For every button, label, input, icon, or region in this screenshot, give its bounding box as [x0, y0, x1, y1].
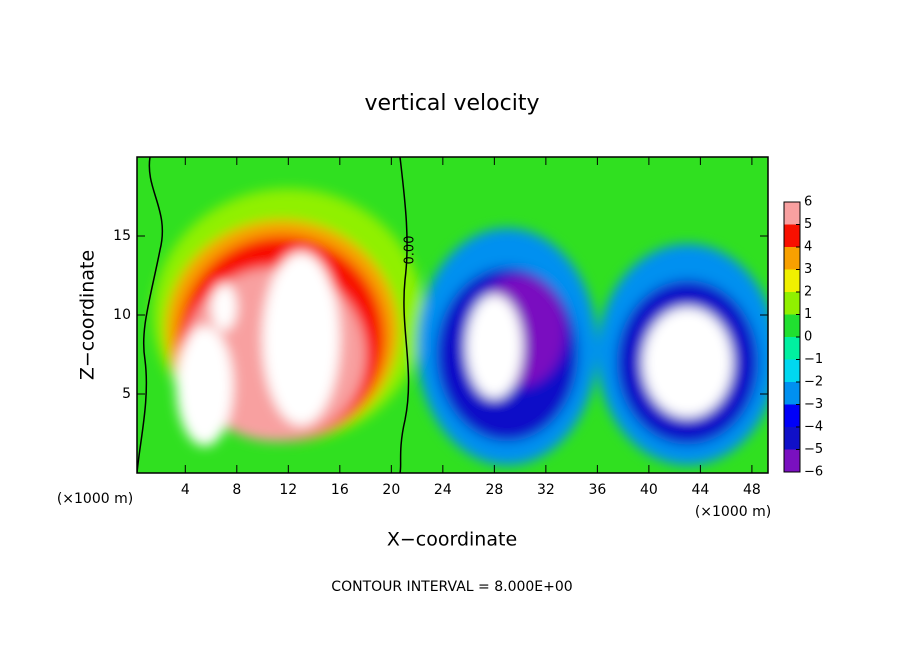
zero-contour	[399, 157, 410, 473]
field-region	[176, 326, 233, 447]
colorbar-tick-label: −1	[804, 352, 823, 367]
colorbar-tick-label: −2	[804, 375, 823, 390]
colorbar-tick-label: 1	[804, 307, 812, 322]
colorbar-tick-label: 6	[804, 195, 812, 210]
x-tick-label: 48	[743, 482, 761, 498]
x-tick-label: 44	[691, 482, 709, 498]
field-region	[211, 283, 237, 331]
colorbar-segment	[784, 292, 800, 315]
colorbar-tick-label: 2	[804, 285, 812, 300]
colorbar-tick-label: −3	[804, 397, 823, 412]
colorbar-tick-label: 4	[804, 240, 812, 255]
colorbar-segment	[784, 269, 800, 292]
x-tick-label: 20	[382, 482, 400, 498]
footer-note: CONTOUR INTERVAL = 8.000E+00	[331, 579, 572, 595]
colorbar-tick-label: 0	[804, 330, 812, 345]
colorbar-segment	[784, 337, 800, 360]
x-tick-label: 24	[434, 482, 452, 498]
contour-label: 0.00	[403, 236, 418, 265]
colorbar-segment	[784, 224, 800, 247]
field-region	[642, 307, 733, 418]
x-tick-label: 16	[331, 482, 349, 498]
x-unit-label: (×1000 m)	[57, 491, 133, 507]
x-tick-label: 40	[640, 482, 658, 498]
field	[137, 157, 768, 473]
chart-title: vertical velocity	[364, 91, 539, 116]
x-tick-label: 32	[537, 482, 555, 498]
field-region	[262, 251, 340, 426]
x-tick-label: 4	[181, 482, 190, 498]
y-tick-label: 10	[113, 307, 131, 323]
zero-contour	[137, 157, 164, 473]
colorbar-tick-label: 3	[804, 262, 812, 277]
colorbar-segment	[784, 382, 800, 405]
colorbar-segment	[784, 202, 800, 225]
colorbar-segment	[784, 404, 800, 427]
colorbar-segment	[784, 427, 800, 450]
colorbar-tick-label: 5	[804, 217, 812, 232]
y-axis-label: Z−coordinate	[77, 250, 99, 380]
x-tick-label: 8	[232, 482, 241, 498]
x-tick-label: 28	[485, 482, 503, 498]
x-tick-label: 12	[279, 482, 297, 498]
colorbar-segment	[784, 449, 800, 472]
colorbar-segment	[784, 247, 800, 270]
colorbar-segment	[784, 359, 800, 382]
y-tick-label: 15	[113, 228, 131, 244]
colorbar-tick-label: −6	[804, 465, 823, 480]
x-tick-label: 36	[588, 482, 606, 498]
colorbar-tick-label: −5	[804, 442, 823, 457]
y-tick-label: 5	[122, 386, 131, 402]
x-unit-label: (×1000 m)	[695, 504, 771, 520]
colorbar-segment	[784, 314, 800, 337]
x-axis-label: X−coordinate	[387, 529, 517, 551]
colorbar-tick-label: −4	[804, 420, 823, 435]
field-region	[466, 294, 523, 399]
field-regions	[153, 188, 768, 466]
